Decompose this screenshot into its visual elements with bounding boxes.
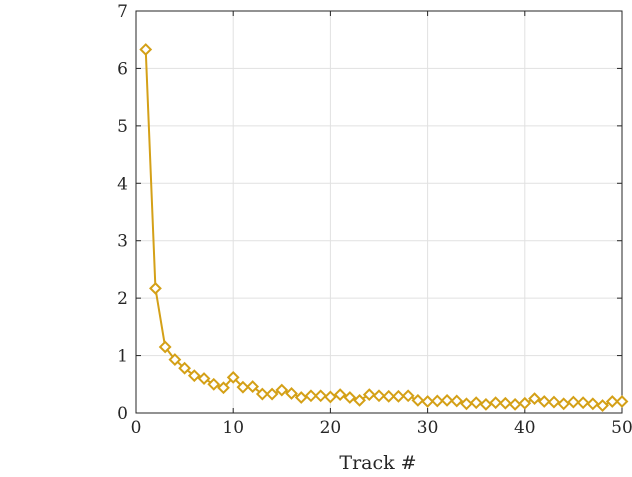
data-point-marker [149,281,162,295]
x-tick-label: 50 [611,418,632,438]
data-point-marker [586,397,600,411]
x-tick-label: 20 [320,418,342,438]
plot-frame [135,10,623,414]
data-point-marker [187,369,201,383]
series-line [144,49,622,407]
data-point-marker [615,395,629,408]
data-point-marker [333,388,347,402]
data-point-marker [265,387,279,401]
y-tick-label: 3 [117,232,128,252]
data-point-marker [489,396,503,410]
y-tick-label: 6 [117,59,128,79]
data-point-marker [518,396,532,410]
data-point-marker [236,380,250,394]
data-point-marker [566,395,580,409]
data-point-marker [469,396,483,410]
y-tick-label: 7 [117,2,128,22]
data-point-marker [382,389,396,403]
data-point-marker [158,340,172,354]
x-tick-label: 0 [131,418,142,438]
data-point-marker [217,381,230,395]
data-point-marker [255,387,269,401]
data-point-marker [557,397,571,411]
data-line [144,49,622,407]
data-point-marker [430,394,444,408]
data-point-marker [139,43,153,56]
y-tick-label: 0 [117,404,128,424]
data-point-marker [440,393,454,407]
x-tick-label: 30 [417,418,439,438]
data-point-marker [576,396,590,410]
x-axis-title: Track # [339,452,416,474]
data-point-marker [323,390,337,404]
data-point-marker [226,370,240,384]
y-tick-label: 1 [117,347,128,367]
data-point-marker [479,397,493,411]
tick-labels: 0 10 20 30 40 50 0 1 2 3 4 5 6 7 [117,2,632,438]
y-tick-label: 5 [117,117,128,137]
x-tick-label: 40 [514,418,536,438]
data-point-marker [314,389,328,403]
data-point-marker [275,383,289,397]
data-point-marker [207,377,221,391]
data-point-marker [343,391,357,404]
data-point-marker [372,389,386,403]
data-point-marker [392,389,405,403]
data-point-marker [450,394,464,408]
axes [135,10,623,414]
data-point-marker [498,396,512,410]
data-point-marker [294,391,308,404]
data-point-marker [421,395,435,408]
grid-lines [135,10,623,414]
x-tick-label: 10 [222,418,244,438]
data-point-marker [596,399,609,412]
series-markers [139,43,629,412]
data-point-marker [528,392,541,406]
data-point-marker [168,353,182,367]
data-point-marker [508,397,522,411]
data-point-marker [285,387,298,400]
data-point-marker [197,372,211,385]
data-point-marker [353,393,366,407]
data-point-marker [460,397,473,411]
y-tick-label: 4 [117,174,128,194]
data-point-marker [411,393,425,407]
data-point-marker [605,395,619,408]
data-point-marker [547,395,561,409]
data-point-marker [362,388,376,402]
data-point-marker [537,395,551,408]
data-point-marker [304,389,318,403]
data-point-marker [401,389,415,403]
data-point-marker [246,380,260,393]
data-point-marker [178,361,192,375]
y-tick-label: 2 [117,289,128,309]
